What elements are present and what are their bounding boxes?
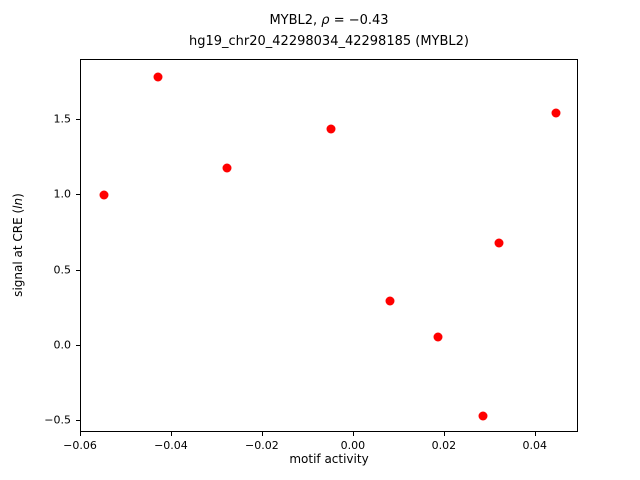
data-point [326,124,336,134]
x-tick-label: −0.02 [245,439,279,452]
data-point [99,190,109,200]
title-correlation-value: = −0.43 [329,13,389,28]
x-tick-mark [443,432,445,436]
data-point [433,332,443,342]
y-tick-label: 1.5 [53,112,72,126]
data-point [153,72,163,82]
y-axis-label-ln: ln [11,197,25,209]
plot-area [80,59,578,432]
y-tick-mark [76,119,80,121]
chart-title-line1: MYBL2, ρ = −0.43 [80,10,578,31]
y-tick-label: 1.0 [53,187,72,201]
x-tick-mark [352,432,354,436]
y-axis-label-suffix: ) [11,193,25,198]
data-point [385,296,395,305]
rho-symbol: ρ [321,13,330,28]
y-tick-mark [76,194,80,196]
y-tick-label: 0.0 [53,338,72,352]
x-axis-label: motif activity [289,452,369,466]
x-tick-label: −0.04 [154,439,188,452]
x-tick-label: 0.00 [340,439,366,452]
data-point [551,108,561,118]
y-tick-mark [76,419,80,421]
x-tick-mark [170,432,172,436]
x-tick-mark [261,432,263,436]
y-axis-label: signal at CRE (ln) [11,193,25,297]
y-tick-label: −0.5 [44,413,71,427]
data-point [222,163,232,173]
y-tick-label: 0.5 [53,263,72,276]
y-axis-label-prefix: signal at CRE ( [11,208,25,297]
y-tick-mark [76,269,80,271]
x-tick-mark [534,432,536,436]
chart-title-line2: hg19_chr20_42298034_42298185 (MYBL2) [188,34,469,49]
data-point [478,411,488,421]
x-tick-label: −0.06 [63,439,97,452]
chart-title: MYBL2, ρ = −0.43 hg19_chr20_42298034_422… [80,10,578,52]
title-gene-label: MYBL2, [269,13,322,28]
x-tick-label: 0.04 [522,439,548,452]
x-tick-label: 0.02 [431,439,457,452]
data-point [494,238,504,248]
x-tick-mark [80,432,81,436]
y-tick-mark [76,344,80,346]
